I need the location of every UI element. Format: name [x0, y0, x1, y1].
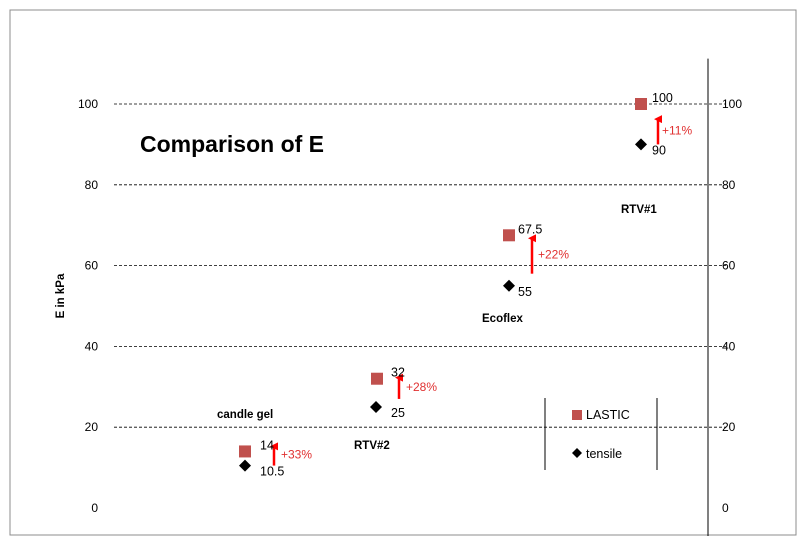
lastic-label-0: 14	[260, 438, 274, 452]
lastic-label-3: 100	[652, 91, 673, 105]
right-tick-80: 80	[722, 178, 736, 192]
lastic-point-3	[635, 98, 647, 110]
category-label-1: RTV#2	[354, 440, 390, 452]
right-tick-0: 0	[722, 501, 729, 515]
lastic-point-2	[503, 229, 515, 242]
tensile-point-1	[370, 401, 382, 413]
tensile-point-3	[635, 138, 647, 151]
percent-annotations: +33% +28% +22% +11%	[270, 115, 692, 466]
legend-tensile-swatch	[572, 448, 582, 458]
category-label-2: Ecoflex	[482, 313, 524, 325]
left-tick-labels: 0 20 40 60 80 100	[78, 97, 98, 515]
tensile-label-0: 10.5	[260, 465, 284, 479]
category-label-3: RTV#1	[621, 204, 657, 216]
data-markers	[239, 98, 647, 472]
tensile-label-1: 25	[391, 406, 405, 420]
tensile-point-0	[239, 459, 251, 472]
annotation-label-1: +28%	[406, 380, 437, 394]
left-tick-40: 40	[85, 339, 99, 353]
right-tick-labels: 0 20 40 60 80 100	[722, 97, 742, 515]
right-tick-40: 40	[722, 339, 736, 353]
data-labels: 14 32 67.5 100 10.5 25 55 90	[260, 91, 673, 479]
category-labels: candle gel RTV#2 Ecoflex RTV#1	[217, 204, 657, 452]
right-tick-100: 100	[722, 97, 742, 111]
legend: LASTIC tensile	[544, 398, 658, 470]
lastic-point-1	[371, 372, 383, 385]
annotation-label-2: +22%	[538, 247, 569, 261]
legend-lastic-swatch	[572, 410, 582, 420]
annotation-label-3: +11%	[662, 123, 692, 137]
left-tick-60: 60	[85, 259, 99, 273]
right-tick-20: 20	[722, 420, 736, 434]
tensile-label-3: 90	[652, 143, 666, 157]
grid-lines	[114, 103, 726, 428]
lastic-point-0	[239, 445, 251, 458]
chart-frame	[9, 9, 797, 536]
left-tick-20: 20	[85, 420, 99, 434]
left-tick-100: 100	[78, 97, 98, 111]
legend-lastic-label: LASTIC	[586, 408, 630, 422]
left-tick-80: 80	[85, 178, 99, 192]
lastic-label-2: 67.5	[518, 222, 542, 236]
chart-title: Comparison of E	[140, 131, 324, 157]
category-label-0: candle gel	[217, 409, 273, 421]
tensile-label-2: 55	[518, 285, 532, 299]
legend-tensile-label: tensile	[586, 447, 622, 461]
annotation-label-0: +33%	[281, 447, 312, 461]
tensile-point-2	[503, 279, 515, 292]
left-tick-0: 0	[91, 501, 98, 515]
right-tick-60: 60	[722, 259, 736, 273]
lastic-label-1: 32	[391, 366, 405, 380]
y-axis-label: E in kPa	[55, 273, 67, 318]
